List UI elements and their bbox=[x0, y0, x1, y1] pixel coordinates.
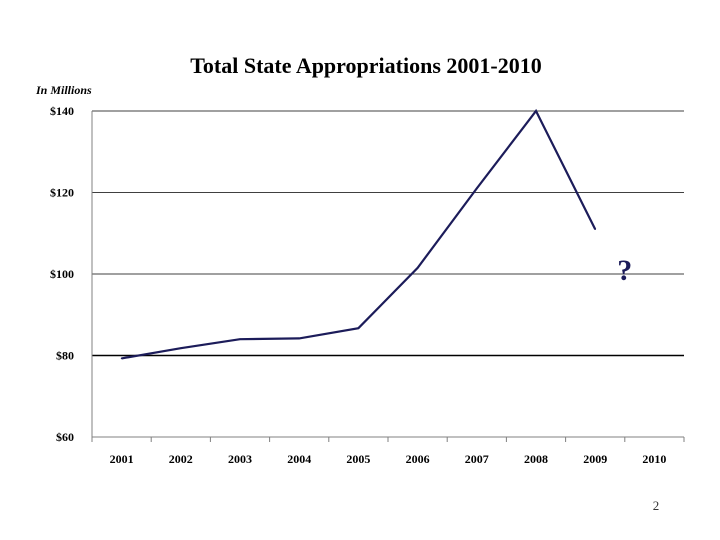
page-number: 2 bbox=[653, 498, 660, 513]
x-tick-label: 2007 bbox=[465, 452, 489, 466]
x-tick-label: 2003 bbox=[228, 452, 252, 466]
y-tick-labels: $60 $80 $100 $120 $140 bbox=[50, 104, 74, 444]
y-tick-label: $120 bbox=[50, 186, 74, 200]
annotation-question-mark: ? bbox=[617, 254, 632, 287]
x-tick-label: 2006 bbox=[406, 452, 430, 466]
units-label: In Millions bbox=[35, 83, 92, 97]
y-tick-label: $80 bbox=[56, 349, 74, 363]
data-point bbox=[535, 110, 537, 112]
axes bbox=[91, 111, 685, 442]
x-tick-label: 2008 bbox=[524, 452, 548, 466]
x-tick-label: 2002 bbox=[169, 452, 193, 466]
series-line bbox=[121, 108, 597, 360]
gridlines bbox=[92, 110, 684, 357]
x-tick-labels: 2001 2002 2003 2004 2005 2006 2007 2008 2009 2010 bbox=[110, 452, 667, 466]
annotations: ? bbox=[617, 254, 632, 287]
y-tick-label: $60 bbox=[56, 430, 74, 444]
x-tick-label: 2010 bbox=[642, 452, 666, 466]
data-point bbox=[298, 337, 301, 340]
x-tick-label: 2005 bbox=[346, 452, 370, 466]
y-tick-label: $140 bbox=[50, 104, 74, 118]
x-tick-label: 2001 bbox=[110, 452, 134, 466]
data-point bbox=[120, 357, 123, 360]
data-point bbox=[416, 267, 419, 269]
series bbox=[120, 108, 597, 360]
chart-title: Total State Appropriations 2001-2010 bbox=[190, 53, 541, 78]
data-point bbox=[239, 338, 241, 341]
data-point bbox=[476, 187, 478, 190]
x-tick-label: 2004 bbox=[287, 452, 311, 466]
x-tick-label: 2009 bbox=[583, 452, 607, 466]
data-point bbox=[357, 327, 360, 329]
y-tick-label: $100 bbox=[50, 267, 74, 281]
data-point bbox=[180, 347, 182, 349]
data-point bbox=[594, 228, 596, 230]
